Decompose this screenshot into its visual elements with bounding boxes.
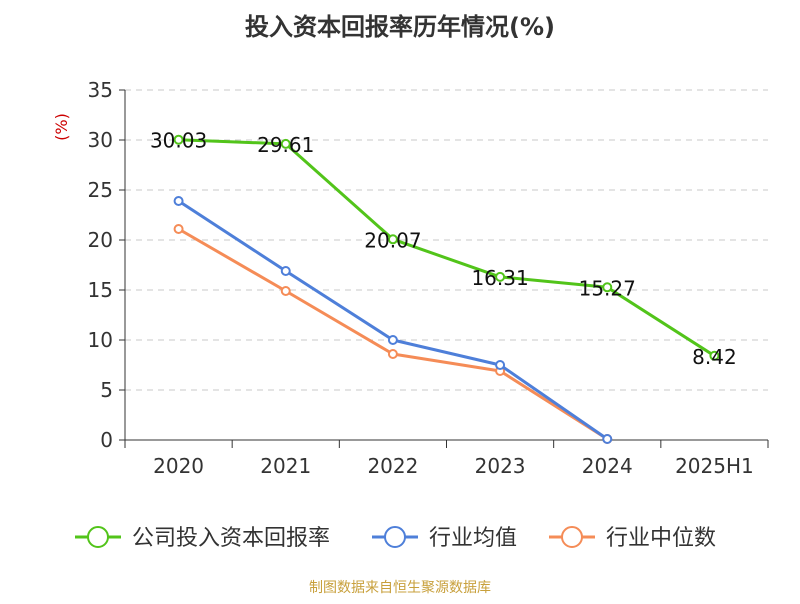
series-line [177,138,716,358]
series-line [177,227,609,441]
data-point [173,196,184,206]
x-tick-label: 2021 [260,454,311,478]
y-tick-label: 15 [88,278,113,302]
data-point [173,134,184,145]
data-point [387,234,398,245]
y-tick-label: 25 [88,178,113,202]
series-group [173,134,720,444]
data-point [387,349,398,359]
y-axis-label: (%) [52,113,71,141]
y-tick-label: 20 [88,228,113,252]
legend-marker [384,526,406,548]
data-label: 29.61 [257,133,314,157]
data-label: 20.07 [364,228,421,252]
legend-label: 行业均值 [429,526,517,551]
x-tick-label: 2025H1 [675,454,754,478]
data-label: 8.42 [692,345,737,369]
legend-marker [561,526,583,548]
data-labels: 30.03 29.61 20.07 16.31 15.27 8.42 [150,129,737,369]
data-point [602,434,613,444]
chart-title: 投入资本回报率历年情况(%) [245,13,555,41]
legend-label: 行业中位数 [606,526,716,551]
data-label: 30.03 [150,129,207,153]
data-point [495,271,506,282]
data-point [280,138,291,149]
y-tick-label: 0 [100,428,113,452]
y-tick-label: 35 [88,78,113,102]
y-tick-label: 30 [88,128,113,152]
legend: 公司投入资本回报率 行业均值 行业中位数 [75,526,716,551]
x-tick-label: 2024 [582,454,633,478]
data-point [602,282,613,293]
grid-lines [125,89,768,391]
x-tick-label: 2023 [475,454,526,478]
data-point [387,335,398,345]
data-point [280,266,291,276]
data-point [495,360,506,370]
legend-marker [87,526,109,548]
x-tick-label: 2020 [153,454,204,478]
data-label: 16.31 [471,266,528,290]
y-tick-label: 5 [100,378,113,402]
data-point [280,286,291,296]
data-point [173,224,184,234]
data-label: 15.27 [579,276,636,300]
y-tick-label: 10 [88,328,113,352]
source-footer: 制图数据来自恒生聚源数据库 [309,580,491,596]
axes: 0 5 10 15 20 25 30 35 2020 2021 2022 2023 2024 2025H1 [88,78,769,478]
data-point [709,350,720,361]
x-tick-label: 2022 [367,454,418,478]
legend-label: 公司投入资本回报率 [132,526,330,551]
